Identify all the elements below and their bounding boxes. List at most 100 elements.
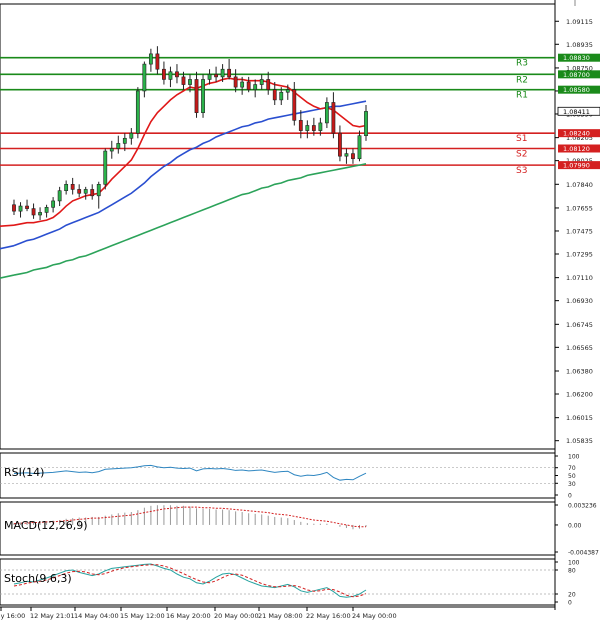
x-tick-label: May 16:00 bbox=[0, 612, 25, 620]
candle-bull bbox=[201, 79, 205, 113]
level-price-box bbox=[558, 129, 600, 138]
y-tick-label: 1.07475 bbox=[566, 227, 593, 235]
candle-bear bbox=[227, 68, 232, 78]
x-tick-label: 14 May 04:00 bbox=[74, 612, 119, 620]
level-price-label: 1.08240 bbox=[563, 130, 590, 138]
y-tick-label: 1.08750 bbox=[566, 64, 593, 72]
x-tick-label: 16 May 20:00 bbox=[166, 612, 211, 620]
indicator-name: Stoch(9,6,3) bbox=[4, 572, 72, 585]
last-price-box bbox=[557, 106, 600, 116]
indicator-tick-label: 50 bbox=[568, 473, 576, 480]
stoch-d-line bbox=[13, 564, 367, 598]
indicator-frame bbox=[0, 558, 556, 606]
candle-bear bbox=[338, 132, 342, 157]
candle-bull bbox=[188, 79, 192, 85]
level-label-s1: S1 bbox=[516, 134, 527, 144]
level-label-r2: R2 bbox=[516, 75, 528, 85]
y-tick-label: 1.07295 bbox=[566, 250, 593, 258]
candle-bear bbox=[25, 205, 29, 209]
candle-bull bbox=[51, 200, 56, 208]
candle-bull bbox=[96, 184, 101, 197]
candle-bear bbox=[181, 76, 186, 85]
x-tick-label: 20 May 00:00 bbox=[214, 612, 259, 620]
candle-bear bbox=[272, 89, 277, 101]
level-price-box bbox=[558, 85, 600, 94]
candle-bear bbox=[31, 208, 36, 216]
ma-mid-line bbox=[13, 100, 367, 247]
x-tick-label: 22 May 16:00 bbox=[306, 612, 351, 620]
level-price-label: 1.08580 bbox=[563, 86, 590, 94]
last-price-label: 1.08411 bbox=[563, 108, 590, 116]
x-tick-label: 21 May 08:00 bbox=[258, 612, 303, 620]
level-price-box bbox=[558, 70, 600, 79]
candle-bear bbox=[331, 102, 336, 134]
candle-bear bbox=[194, 79, 199, 113]
indicator-tick-label: 30 bbox=[568, 481, 576, 488]
candle-bull bbox=[38, 212, 42, 216]
y-tick-label: 1.06745 bbox=[566, 321, 593, 329]
indicator-tick-label: 0.00 bbox=[568, 522, 582, 529]
indicator-tick-label: 100 bbox=[568, 560, 580, 567]
x-tick-label: 12 May 21:01 bbox=[30, 612, 75, 620]
candle-bull bbox=[220, 68, 225, 78]
macd-signal-line bbox=[13, 506, 366, 528]
y-tick-label: 1.08205 bbox=[566, 134, 593, 142]
indicator-tick-label: -0.004387 bbox=[568, 550, 599, 557]
candle-bull bbox=[305, 125, 310, 131]
candle-bull bbox=[279, 91, 284, 101]
candle-bull bbox=[18, 205, 23, 212]
candle-bull bbox=[64, 184, 69, 191]
level-price-label: 1.08830 bbox=[563, 54, 590, 62]
candle-bear bbox=[298, 120, 303, 131]
candle-bear bbox=[233, 76, 238, 88]
candle-bear bbox=[70, 184, 75, 190]
y-tick-label: 1.07840 bbox=[566, 181, 593, 189]
candle-bear bbox=[311, 125, 316, 131]
level-label-r3: R3 bbox=[516, 59, 528, 69]
x-tick-label: 15 May 12:00 bbox=[120, 612, 165, 620]
candle-bear bbox=[155, 53, 160, 70]
ma-fast-lead bbox=[0, 224, 15, 228]
level-price-label: 1.08700 bbox=[563, 71, 590, 79]
level-label-r1: R1 bbox=[516, 91, 528, 101]
candle-bull bbox=[324, 102, 329, 124]
indicator-tick-label: 20 bbox=[568, 592, 576, 599]
candle-bear bbox=[266, 79, 271, 90]
candle-bull bbox=[83, 189, 88, 194]
indicator-name: MACD(12,26,9) bbox=[4, 519, 88, 532]
candle-bear bbox=[162, 68, 166, 80]
level-price-label: 1.08120 bbox=[563, 145, 590, 153]
y-tick-label: 1.05835 bbox=[566, 437, 593, 445]
candle-bear bbox=[175, 71, 179, 78]
indicator-tick-label: 0 bbox=[568, 493, 572, 500]
candle-bull bbox=[240, 81, 245, 88]
level-price-label: 1.07990 bbox=[563, 162, 590, 170]
y-tick-label: 1.06015 bbox=[566, 414, 593, 422]
indicator-frame bbox=[0, 452, 556, 499]
candle-bull bbox=[142, 63, 147, 92]
y-tick-label: 1.08935 bbox=[566, 41, 593, 49]
y-tick-label: 1.06380 bbox=[566, 367, 593, 375]
level-label-s3: S3 bbox=[516, 166, 527, 176]
y-tick-label: 1.07110 bbox=[566, 274, 593, 282]
price-pane-frame bbox=[0, 3, 556, 450]
candle-bull bbox=[148, 53, 153, 65]
candle-bull bbox=[129, 132, 134, 139]
indicator-tick-label: 100 bbox=[568, 454, 580, 461]
x-tick-label: 24 May 00:00 bbox=[352, 612, 397, 620]
candle-bear bbox=[351, 153, 355, 160]
indicator-name: RSI(14) bbox=[4, 466, 44, 479]
candle-bull bbox=[168, 71, 173, 80]
candle-bull bbox=[253, 84, 258, 90]
indicator-tick-label: 70 bbox=[568, 465, 576, 472]
candle-bull bbox=[207, 74, 212, 80]
candle-bear bbox=[77, 189, 82, 194]
candle-bull bbox=[285, 89, 290, 93]
indicator-frame bbox=[0, 501, 556, 556]
candle-bull bbox=[318, 122, 323, 131]
y-tick-label: 1.06200 bbox=[566, 391, 593, 399]
